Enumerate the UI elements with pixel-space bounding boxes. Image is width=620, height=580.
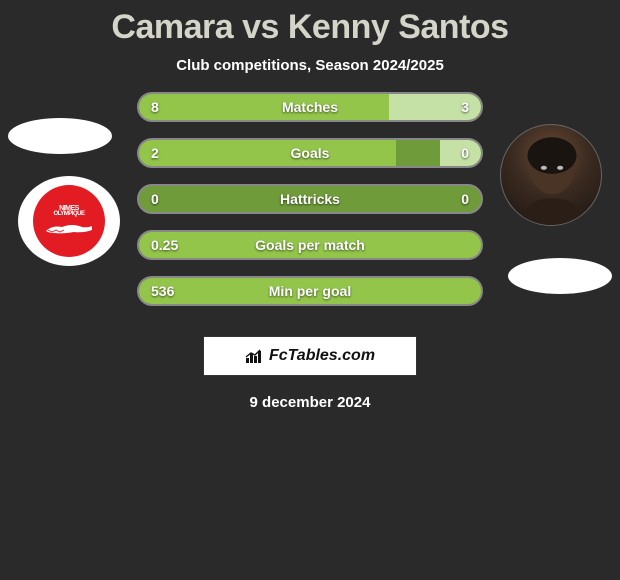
brand-box: FcTables.com	[203, 336, 417, 376]
stat-row: Goals2 0	[137, 138, 483, 168]
stats-chart: Matches83Goals20Hattricks00Goals per mat…	[0, 92, 620, 332]
stat-value-left: 0	[151, 186, 159, 212]
bars-icon	[245, 348, 265, 364]
comparison-infographic: Camara vs Kenny Santos Club competitions…	[0, 0, 620, 411]
page-title: Camara vs Kenny Santos	[0, 0, 620, 47]
stat-row: Hattricks0 0	[137, 184, 483, 214]
stat-label: Min per goal	[139, 278, 481, 304]
stat-row: Matches8 3	[137, 92, 483, 122]
stat-value-left: 536	[151, 278, 174, 304]
stat-label: Goals per match	[139, 232, 481, 258]
brand-text: FcTables.com	[269, 347, 375, 365]
stat-value-left: 2	[151, 140, 159, 166]
stat-label: Matches	[139, 94, 481, 120]
stat-value-right: 0	[461, 140, 469, 166]
stat-value-left: 0.25	[151, 232, 178, 258]
stat-label: Goals	[139, 140, 481, 166]
stat-row: Min per goal536	[137, 276, 483, 306]
page-subtitle: Club competitions, Season 2024/2025	[0, 57, 620, 74]
stat-value-left: 8	[151, 94, 159, 120]
stat-row: Goals per match0.25	[137, 230, 483, 260]
stat-value-right: 0	[461, 186, 469, 212]
date-text: 9 december 2024	[0, 394, 620, 411]
stat-value-right: 3	[461, 94, 469, 120]
stat-label: Hattricks	[139, 186, 481, 212]
